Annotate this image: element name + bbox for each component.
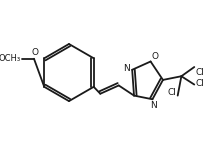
Text: O: O: [151, 52, 158, 61]
Text: Cl: Cl: [194, 68, 203, 77]
Text: N: N: [122, 64, 129, 73]
Text: OCH₃: OCH₃: [0, 54, 21, 63]
Text: Cl: Cl: [194, 79, 203, 88]
Text: O: O: [31, 48, 38, 57]
Text: N: N: [149, 101, 156, 110]
Text: Cl: Cl: [166, 88, 175, 97]
